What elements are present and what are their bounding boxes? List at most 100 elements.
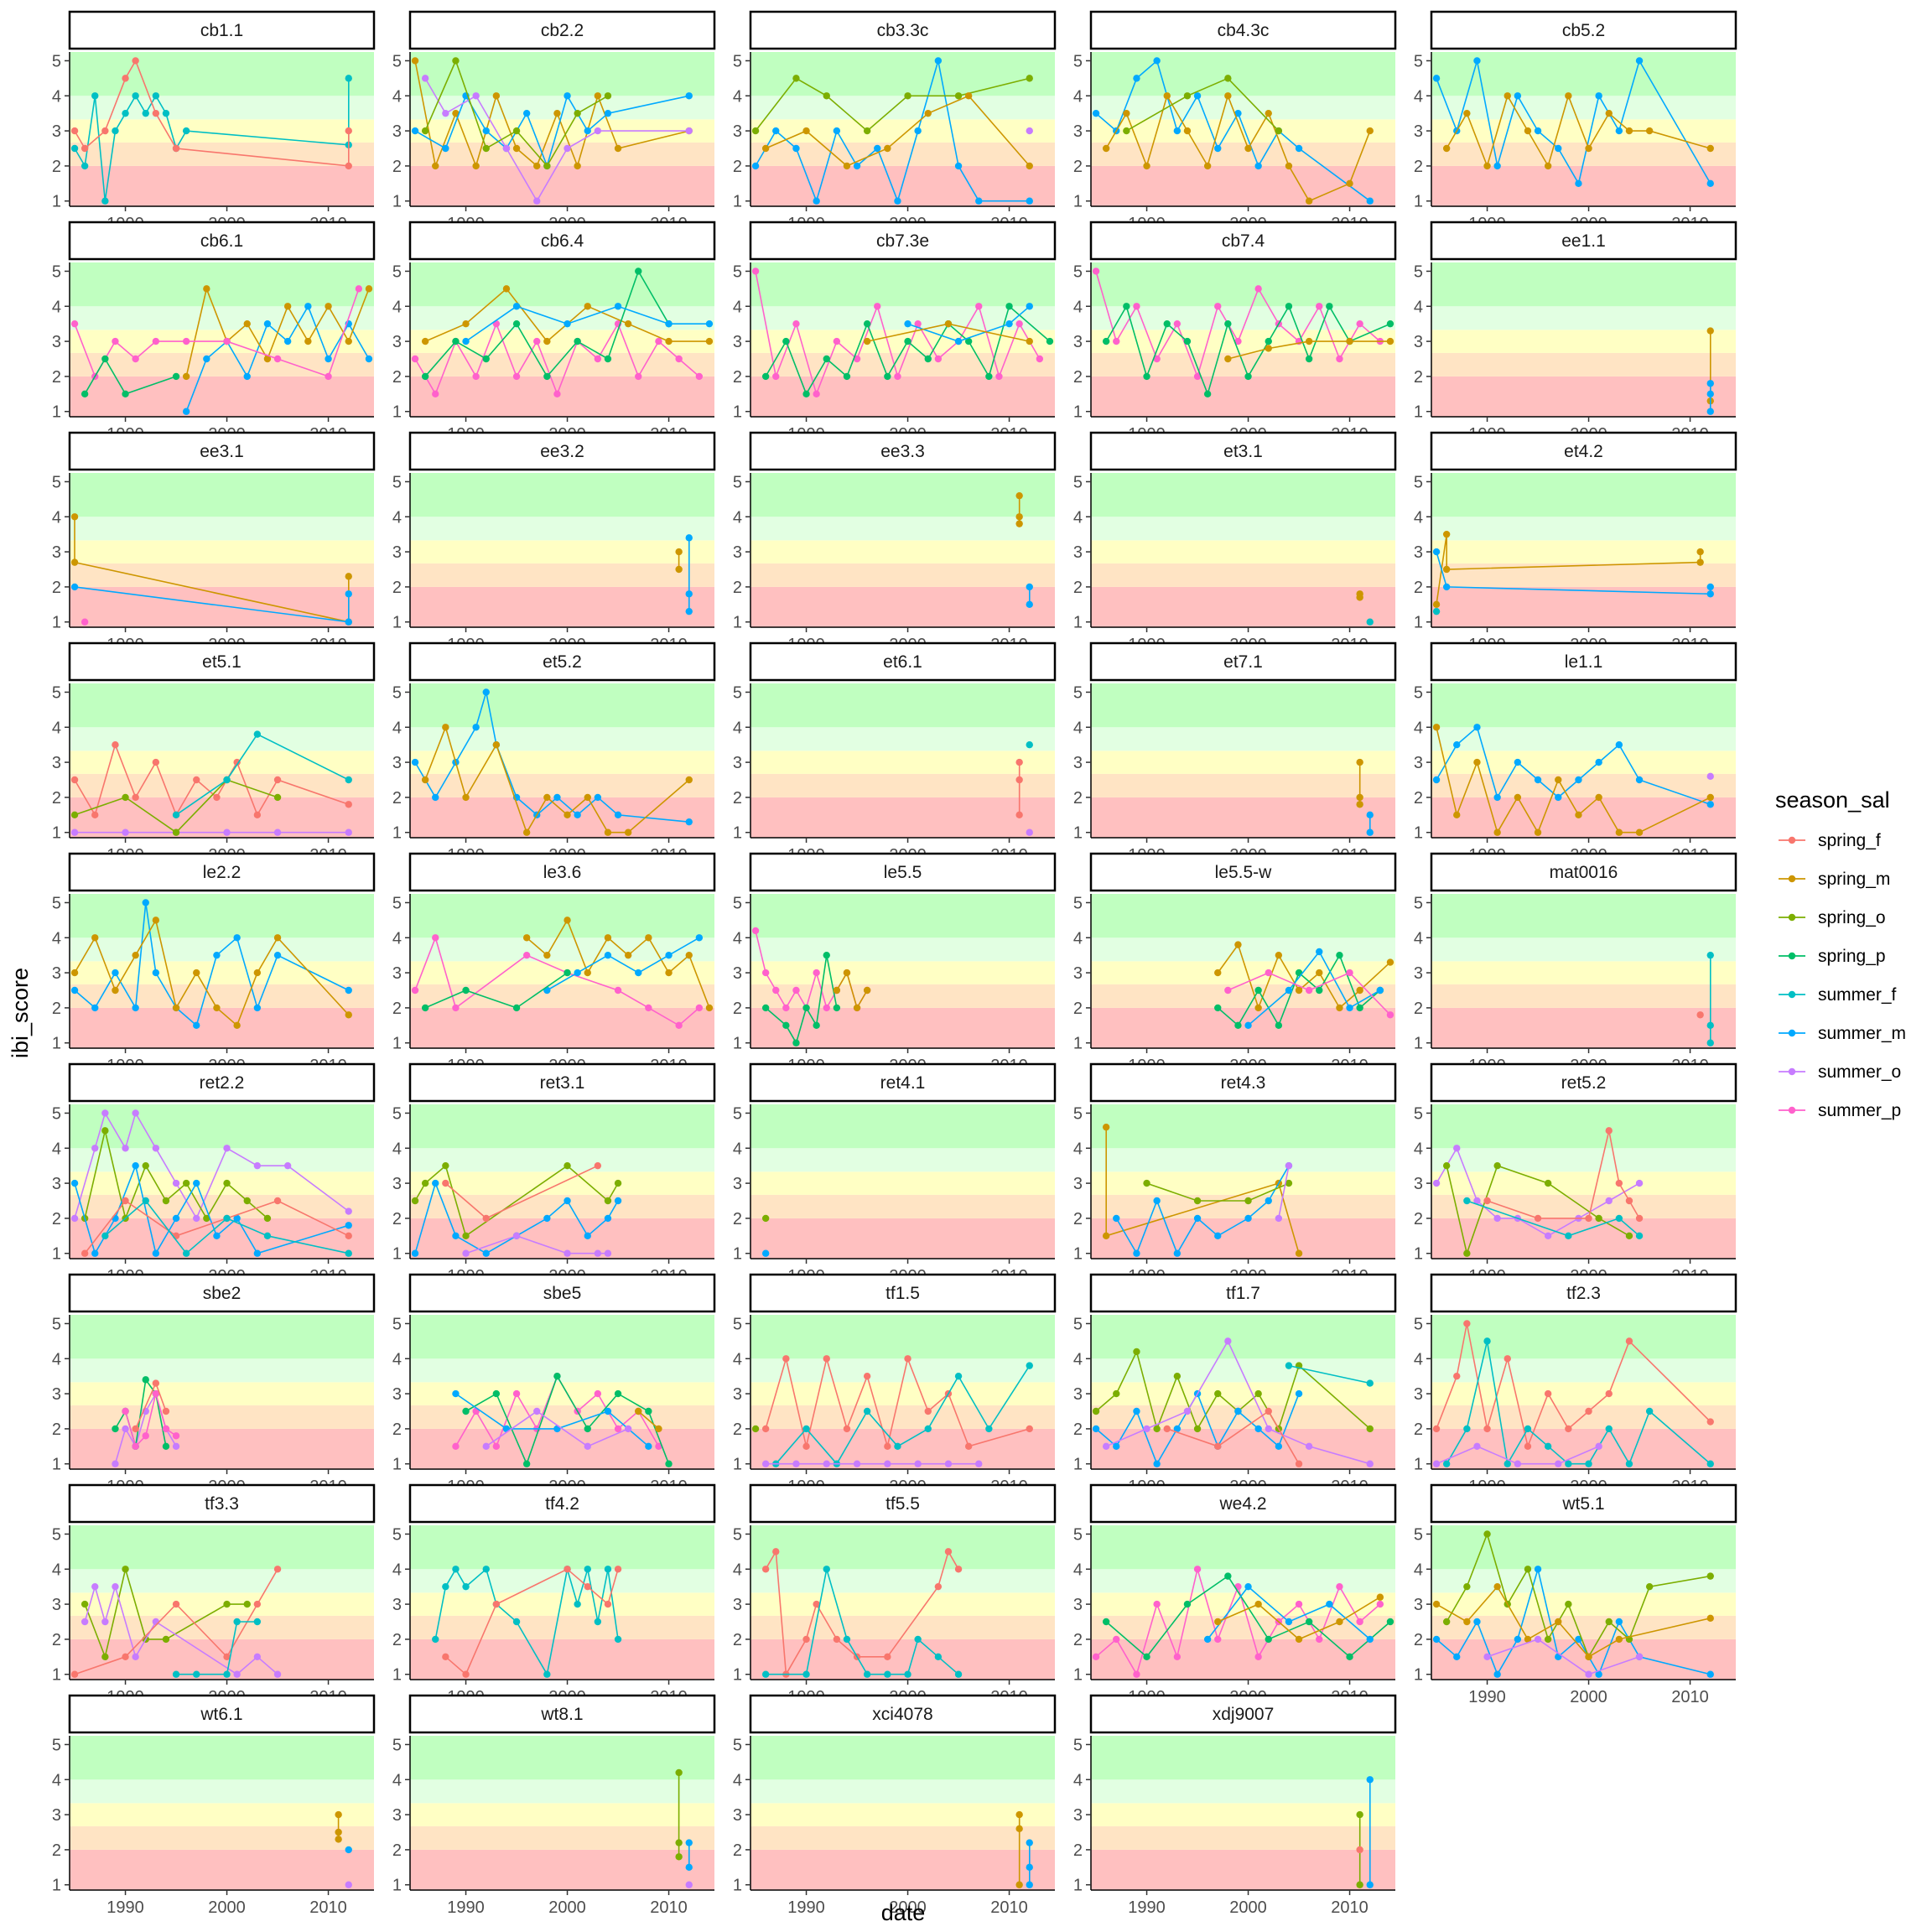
data-point [533, 162, 541, 170]
y-tick-label: 1 [52, 193, 61, 211]
data-point [172, 1232, 180, 1240]
data-point [345, 1846, 352, 1854]
panel-ret2.2: ret2.212345199020002010 [52, 1062, 376, 1285]
series-spring_m [522, 917, 714, 1012]
facet-strip [68, 1694, 376, 1734]
data-point [1453, 1372, 1461, 1380]
data-point [1493, 1670, 1501, 1678]
series-spring_m [411, 57, 693, 170]
data-point [223, 1600, 231, 1608]
background-band [750, 1639, 1055, 1680]
y-tick-label: 3 [733, 1385, 742, 1404]
data-point [604, 1249, 612, 1257]
data-point [604, 1197, 612, 1205]
data-point [1706, 1614, 1714, 1623]
background-band [410, 1405, 714, 1429]
data-point [512, 144, 521, 153]
data-point [233, 1618, 241, 1626]
panel-et5.2: et5.212345199020002010 [392, 641, 716, 865]
data-point [1133, 303, 1140, 310]
y-tick-label: 3 [1073, 754, 1083, 772]
data-point [1615, 1635, 1623, 1644]
data-point [1473, 1442, 1481, 1451]
background-band [1431, 1104, 1736, 1149]
y-tick-label: 3 [733, 333, 742, 351]
background-band [1431, 165, 1736, 206]
x-axis-title: date [881, 1900, 926, 1925]
data-point [462, 1232, 470, 1240]
series-spring_o [1442, 1161, 1633, 1257]
background-band [70, 142, 374, 166]
legend-key-point [1788, 1029, 1796, 1037]
data-point [924, 1407, 932, 1415]
series-spring_m [1015, 1810, 1023, 1888]
data-point [122, 828, 129, 836]
data-point [655, 337, 662, 345]
y-tick-label: 4 [1073, 1771, 1083, 1789]
y-tick-label: 5 [1414, 52, 1423, 70]
data-point [462, 1582, 470, 1591]
y-tick-label: 3 [52, 1806, 61, 1825]
data-point [1493, 1214, 1501, 1223]
data-point [1504, 1460, 1511, 1467]
series-line [414, 60, 689, 169]
background-band [70, 1779, 374, 1804]
data-point [1224, 75, 1232, 82]
data-point [1244, 1214, 1252, 1223]
x-tick-label: 2000 [889, 1898, 927, 1917]
data-point [1234, 1407, 1242, 1415]
data-point [152, 92, 160, 100]
y-tick-label: 3 [1414, 964, 1423, 983]
data-point [751, 127, 760, 135]
data-point [564, 969, 571, 977]
series-spring_o [1143, 1179, 1293, 1205]
data-point [1706, 801, 1714, 808]
data-point [253, 1161, 262, 1170]
data-point [432, 162, 439, 170]
series-summer_m [1244, 948, 1384, 1030]
data-point [604, 109, 612, 117]
data-point [863, 1407, 871, 1415]
series-spring_f [132, 1379, 170, 1433]
series-summer_m [345, 1846, 352, 1854]
data-point [162, 109, 170, 117]
series-line [1436, 1585, 1711, 1658]
data-point [614, 1197, 622, 1205]
y-tick-label: 5 [1414, 683, 1423, 702]
data-point [1696, 548, 1704, 556]
data-point [584, 303, 591, 310]
background-band [410, 1104, 714, 1149]
y-tick-label: 2 [733, 1420, 742, 1439]
data-point [614, 144, 622, 153]
data-point [1534, 1635, 1542, 1644]
data-point [1305, 197, 1313, 205]
data-point [492, 740, 501, 749]
background-band [750, 262, 1055, 307]
data-point [1026, 600, 1033, 609]
data-point [1214, 144, 1222, 153]
background-band [1431, 1171, 1736, 1195]
data-point [604, 828, 612, 836]
series-summer_m [1203, 1582, 1374, 1644]
background-band [1431, 1592, 1736, 1616]
data-point [1595, 1442, 1602, 1451]
y-tick-label: 5 [52, 1315, 61, 1333]
data-point [263, 355, 272, 363]
data-point [833, 1635, 841, 1644]
data-point [675, 548, 683, 556]
data-point [564, 1161, 571, 1170]
y-tick-label: 1 [392, 1245, 402, 1264]
facet-label: et6.1 [883, 652, 922, 672]
series-spring_o [751, 1425, 760, 1433]
data-point [1585, 1407, 1592, 1415]
data-point [132, 793, 139, 802]
series-summer_o [421, 75, 693, 205]
y-tick-label: 3 [1073, 333, 1083, 351]
facet-strip [68, 641, 376, 682]
data-point [1483, 162, 1491, 170]
data-point [1635, 776, 1644, 784]
background-band [750, 1194, 1055, 1218]
